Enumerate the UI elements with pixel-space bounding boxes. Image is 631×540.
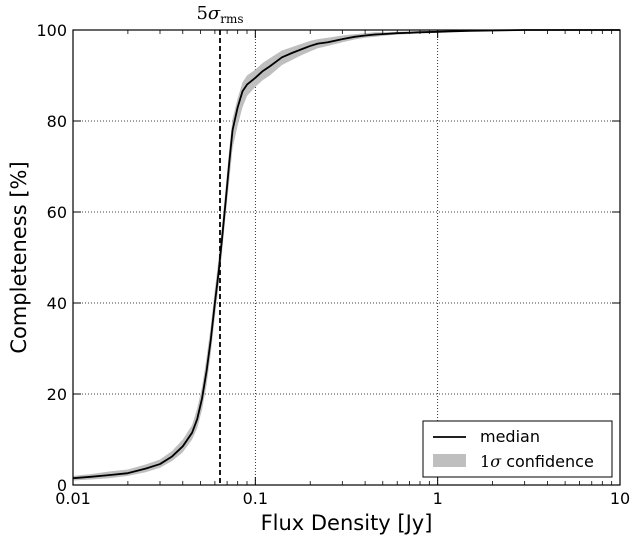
legend-median-label: median xyxy=(480,427,540,446)
x-axis-label: Flux Density [Jy] xyxy=(261,511,433,535)
legend-box xyxy=(422,420,613,478)
plot-frame xyxy=(72,29,621,486)
sigma-rms-label: 5σrms xyxy=(196,3,243,26)
legend-confidence-swatch xyxy=(433,454,466,467)
median-line-layer xyxy=(72,29,620,480)
y-tick-label: 80 xyxy=(47,112,67,131)
y-tick-label: 0 xyxy=(57,476,67,495)
y-axis-label: Completeness [%] xyxy=(7,161,31,353)
median-line xyxy=(72,29,620,480)
y-tick-label: 40 xyxy=(47,294,67,313)
confidence-band xyxy=(73,30,620,481)
y-tick-label: 100 xyxy=(36,21,67,40)
x-tick-label: 10 xyxy=(610,489,630,508)
legend: median 1σ confidence xyxy=(422,420,613,478)
y-tick-label: 60 xyxy=(47,203,67,222)
sigma-rms-annotation: 5σrms xyxy=(196,3,243,26)
x-tick-label: 0.1 xyxy=(243,489,268,508)
x-tick-label: 1 xyxy=(433,489,443,508)
x-tick-label: 0.01 xyxy=(55,489,91,508)
y-tick-label: 20 xyxy=(47,385,67,404)
x-tick-labels: 0.01 0.1 1 10 xyxy=(55,489,630,508)
axis-ticks xyxy=(72,29,621,486)
legend-confidence-label: 1σ confidence xyxy=(480,452,594,471)
confidence-band-layer xyxy=(73,30,620,481)
grid-lines xyxy=(73,29,620,485)
y-tick-labels: 0 20 40 60 80 100 xyxy=(36,21,67,495)
